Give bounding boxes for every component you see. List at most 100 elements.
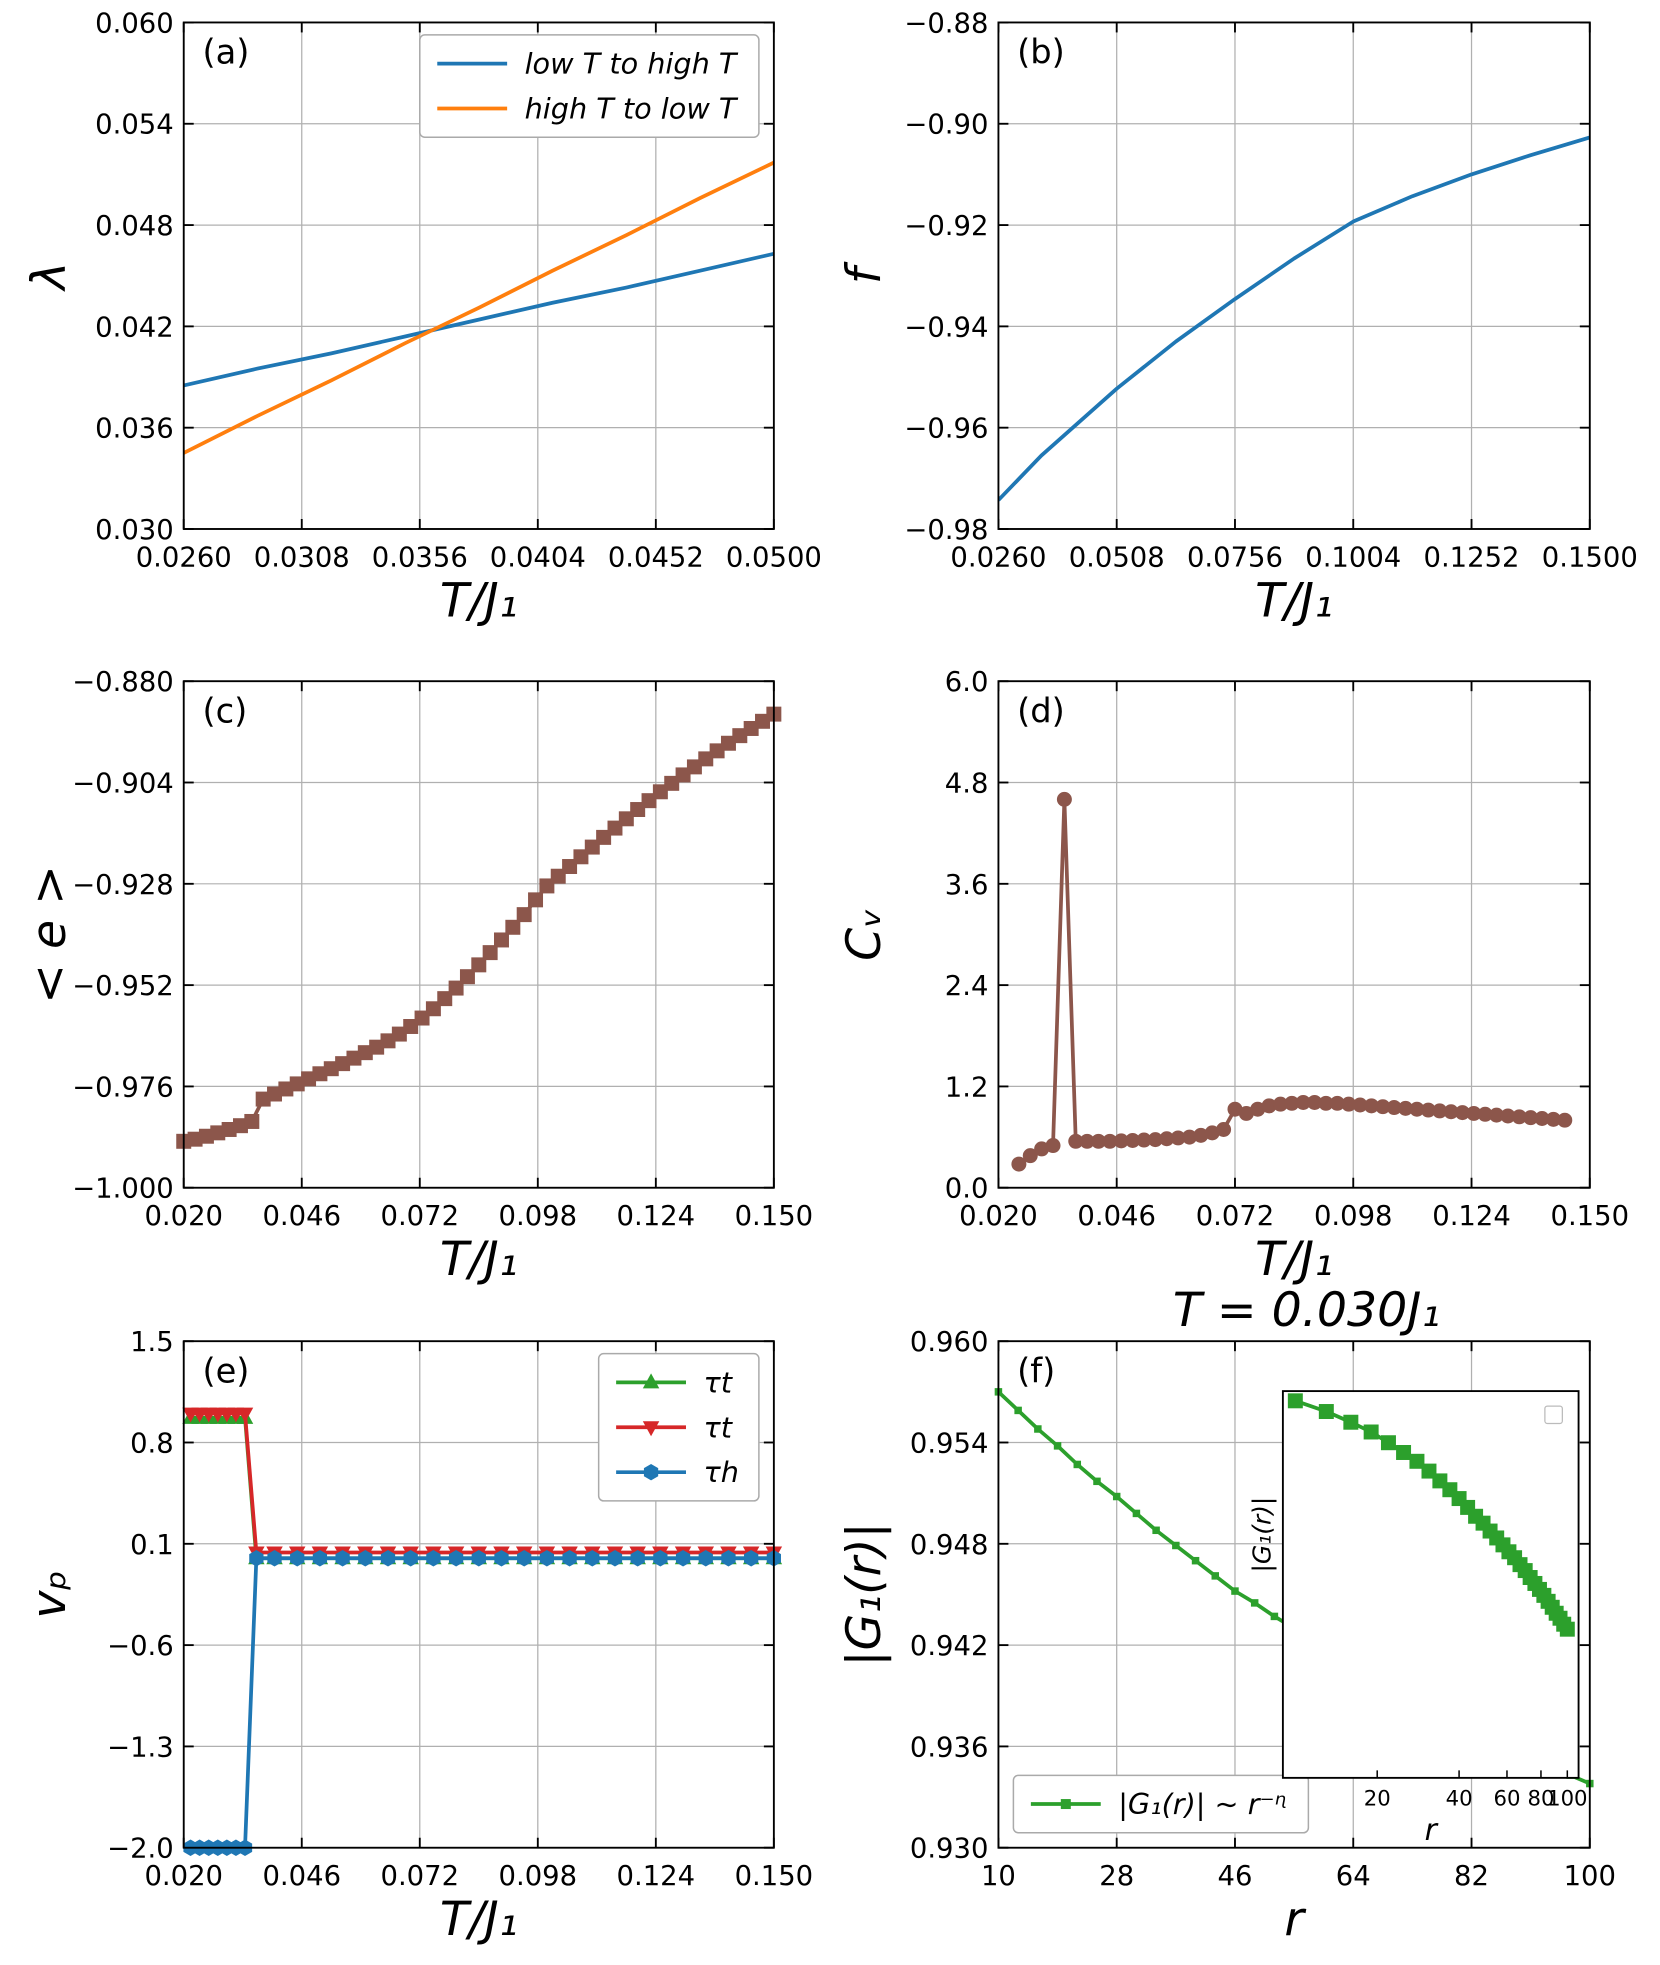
y-tick-label: −0.98 [904, 515, 988, 546]
x-tick-label: 100 [1564, 1861, 1616, 1892]
marker [1557, 1112, 1573, 1128]
x-tick-label: 0.0508 [1069, 542, 1165, 573]
frame [182, 1340, 775, 1849]
marker [1500, 1108, 1516, 1124]
x-axis-label: T/J₁ [440, 1232, 518, 1287]
legend-box [419, 34, 760, 138]
marker [1432, 1103, 1448, 1119]
marker [494, 1550, 509, 1567]
marker [358, 1550, 373, 1567]
frame [182, 680, 775, 1189]
marker [675, 1550, 691, 1567]
marker [267, 1550, 282, 1567]
x-tick-label: 0.0260 [950, 542, 1046, 573]
marker [1477, 1106, 1493, 1122]
y-tick-label: 3.6 [945, 870, 989, 901]
marker [721, 1550, 736, 1567]
marker [1287, 1393, 1303, 1409]
frame [997, 680, 1591, 1189]
marker [652, 784, 668, 800]
y-axis-label: vₚ [22, 1570, 77, 1618]
marker [301, 1071, 317, 1087]
x-tick-label: 0.098 [499, 1861, 578, 1892]
chart-title: T = 0.030J₁ [1173, 1283, 1440, 1338]
x-tick-label: 0.020 [959, 1201, 1038, 1232]
x-tick-label: 0.0356 [372, 542, 468, 573]
x-axis-label: T/J₁ [1255, 1232, 1333, 1287]
marker [732, 728, 748, 744]
y-tick-label: −0.90 [904, 110, 988, 141]
marker [1091, 1133, 1106, 1149]
plot-area [998, 22, 1590, 529]
marker [459, 969, 475, 985]
marker [1079, 1133, 1095, 1149]
inset-x-label: r [1425, 1813, 1439, 1848]
marker [642, 1421, 660, 1437]
marker [1318, 1095, 1334, 1111]
marker [403, 1550, 418, 1567]
marker [630, 802, 646, 818]
y-axis-label: < e > [22, 865, 77, 1004]
y-tick-label: 6.0 [945, 667, 989, 698]
marker [1136, 1132, 1152, 1148]
x-tick-label: 0.098 [499, 1201, 578, 1232]
panel: 0.020 0.046 0.072 0.098 0.124 0.150 −1.000 −0.9… [22, 667, 813, 1287]
y-tick-label: 0.936 [910, 1732, 989, 1763]
legend-label: low T to high T [525, 47, 739, 81]
marker [369, 1039, 385, 1055]
marker [1250, 1101, 1266, 1117]
y-tick-label: 0.042 [95, 312, 174, 343]
marker [1409, 1453, 1425, 1469]
marker [528, 892, 544, 908]
marker [312, 1550, 328, 1567]
y-tick-label: −0.94 [904, 312, 988, 343]
y-tick-label: 0.0 [945, 1174, 989, 1205]
marker [289, 1076, 305, 1092]
marker [1375, 1099, 1391, 1115]
marker [709, 743, 725, 759]
marker [550, 868, 566, 884]
frame [997, 1340, 1591, 1849]
marker [755, 713, 770, 729]
marker [210, 1125, 226, 1141]
marker [1489, 1107, 1505, 1123]
marker [1068, 1133, 1084, 1149]
marker [198, 1128, 214, 1144]
marker [517, 1550, 532, 1567]
marker [335, 1550, 350, 1567]
x-tick-label: 60 [1493, 1785, 1520, 1810]
legend: τt τt τh [597, 1352, 760, 1502]
x-tick-label: 28 [1099, 1861, 1134, 1892]
legend-label: τh [703, 1455, 738, 1489]
marker [1363, 1424, 1379, 1440]
marker [187, 1131, 203, 1147]
marker [1211, 1572, 1220, 1580]
marker [346, 1050, 362, 1066]
marker [425, 1001, 441, 1017]
y-tick-label: −0.904 [72, 768, 174, 799]
marker [1341, 1096, 1357, 1112]
x-tick-label: 46 [1218, 1861, 1253, 1892]
x-tick-label: 0.046 [262, 1201, 341, 1232]
marker [1511, 1109, 1527, 1125]
marker [1125, 1132, 1141, 1148]
x-tick-label: 0.1004 [1305, 542, 1401, 573]
y-tick-label: 0.054 [95, 110, 174, 141]
x-tick-label: 0.1500 [1542, 542, 1638, 573]
marker [278, 1081, 294, 1097]
y-tick-label: −0.952 [72, 971, 174, 1002]
y-tick-label: −0.6 [107, 1631, 174, 1662]
marker [596, 829, 612, 845]
x-tick-label: 0.046 [1077, 1201, 1156, 1232]
panel-label: (e) [202, 1351, 249, 1390]
marker [562, 859, 578, 874]
marker [516, 907, 532, 923]
series-line [183, 160, 774, 455]
marker [471, 1550, 486, 1567]
marker [1386, 1100, 1402, 1116]
marker [414, 1010, 430, 1026]
marker [1238, 1105, 1254, 1121]
marker [1545, 1111, 1561, 1127]
marker [1284, 1095, 1300, 1111]
y-tick-label: 0.954 [910, 1428, 989, 1459]
